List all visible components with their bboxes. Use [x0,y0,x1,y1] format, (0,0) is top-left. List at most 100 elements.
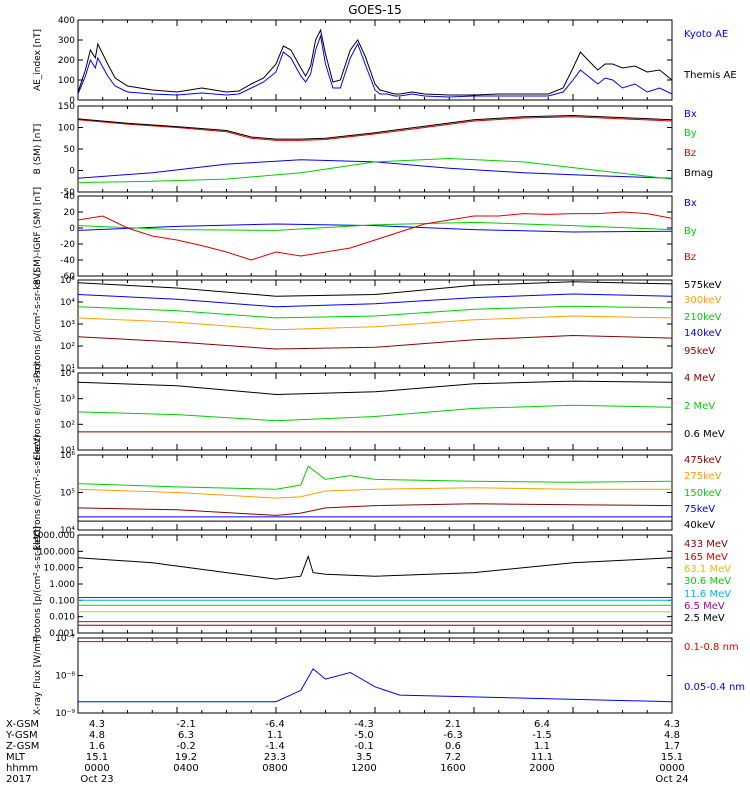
y-tick-label: 10² [60,342,75,352]
series-line-bmag [77,114,673,140]
legend-entry: 275keV [684,471,722,482]
footer-cell: 2.1 [445,719,461,730]
y-tick-label: -60 [60,272,75,282]
y-axis-label: Electrons e/(cm²-s-sr-keV) [33,434,43,550]
panel-frame [77,105,673,193]
legend-entry: By [684,128,697,139]
footer-cell: 11.1 [531,752,553,763]
panel-6: 10⁶ 10⁵ 10⁴ Electrons e/(cm²-s-sr-keV) 475ke… [33,434,722,550]
series-line-kyoto-ae [77,34,673,98]
y-tick-label: 20 [64,208,76,218]
legend-entry: 95keV [684,346,715,357]
series-line-bz [77,116,673,141]
y-tick-label: -20 [60,240,75,250]
y-tick-label: 150 [58,102,75,112]
series-line-bx [77,223,673,233]
series-line-95kev [77,334,673,350]
panel-frame [77,534,673,634]
footer-cell: -2.1 [176,719,196,730]
legend-entry: 75keV [684,504,715,515]
legend-entry: 63.1 MeV [684,564,731,575]
footer-cell: -4.3 [354,719,374,730]
footer-cell: 3.5 [356,752,372,763]
footer-cell: -1.4 [265,741,285,752]
footer-cell: 0.6 [445,741,461,752]
legend-entry: Bz [684,148,696,159]
legend-entry: 40keV [684,520,715,531]
legend-entry: 0.6 MeV [684,429,725,440]
legend-entry: 575keV [684,280,722,291]
series-line-by [77,157,673,183]
series-line-475kev [77,503,673,516]
y-tick-label: 10⁴ [60,526,75,536]
y-tick-label: 10⁻⁷ [55,634,75,644]
footer-cell: 4.3 [89,719,105,730]
legend-entry: 300keV [684,295,722,306]
y-tick-label: 10⁻⁸ [55,672,75,682]
footer-cell: 0000 [84,763,109,774]
y-tick-label: 10¹ [60,364,75,374]
legend-entry: Kyoto AE [684,29,728,40]
panel-8: 10⁻⁷ 10⁻⁸ 10⁻⁹ X-ray Flux [W/m²] 0.1-0.8 nm 0… [33,634,745,719]
series-line-by [77,221,673,231]
footer-cell: 1200 [351,763,376,774]
series-line-2-5-mev [77,554,673,580]
footer-cell: 19.2 [175,752,197,763]
panel-3: 40 20 0 -20 -40 -60 B (SM)-IGRF (SM) [nT] Bx By B… [33,187,697,285]
y-tick-label: 0.100 [49,596,75,606]
legend-entry: Bx [684,198,697,209]
y-tick-label: 10⁴ [60,369,75,379]
legend-entry: By [684,226,697,237]
legend-entry: 150keV [684,488,722,499]
series-line-2-mev [77,404,673,422]
footer-cell: 15.1 [661,752,683,763]
footer-cell: -6.3 [443,730,463,741]
series-line-themis-ae [77,28,673,96]
y-tick-label: 200 [58,56,75,66]
footer-row-label: Y-GSM [5,730,38,741]
legend-entry: 0.1-0.8 nm [684,642,739,653]
footer-cell: 7.2 [445,752,461,763]
legend-entry: Bz [684,252,696,263]
footer-cell: 4.8 [664,730,680,741]
footer-cell: 23.3 [264,752,286,763]
y-tick-label: 10³ [60,395,75,405]
footer-cell: Oct 24 [655,774,688,785]
panel-1: 400 300 200 100 0 AE_index [nT] Kyoto AE Themis… [33,16,737,106]
footer-group: X-GSM 4.3 -2.1 -6.4 -4.3 2.1 6.4 4.3 Y-GSM 4.8 6.3… [5,719,689,785]
footer-cell: -1.5 [532,730,552,741]
footer-row-label: MLT [6,752,26,763]
footer-row-label: 2017 [6,774,31,785]
footer-row-label: X-GSM [6,719,39,730]
y-axis-label: B (SM) [nT] [33,124,43,175]
y-tick-label: -50 [60,188,75,198]
y-axis-label: Electrons e/(cm²-s-sr) [33,363,43,460]
y-tick-label: 50 [64,145,76,155]
y-tick-label: 10⁵ [60,489,75,499]
legend-entry: 165 MeV [684,552,728,563]
y-tick-label: 100 [58,76,75,86]
footer-cell: Oct 23 [80,774,113,785]
footer-cell: 1.1 [534,741,550,752]
series-line-0-05-0-4-nm [78,668,673,703]
footer-cell: 0000 [659,763,684,774]
footer-cell: 4.8 [89,730,105,741]
panel-7: 1000.000 100.000 10.000 1.000 0.100 0.010 0.00… [32,526,731,642]
legend-entry: 140keV [684,328,722,339]
footer-cell: 1.6 [89,741,105,752]
y-tick-label: 10⁶ [60,451,75,461]
y-tick-label: 10² [60,420,75,430]
legend-entry: 6.5 MeV [684,601,725,612]
legend-entry: 433 MeV [684,539,728,550]
y-tick-label: 0 [69,167,75,177]
y-tick-label: 1.000 [49,580,75,590]
y-tick-label: 0.010 [49,613,75,623]
legend-entry: Bx [684,109,697,120]
footer-cell: -5.0 [354,730,374,741]
y-tick-label: 0 [69,224,75,234]
series-line-575kev [77,281,673,297]
y-tick-label: 10⁵ [60,276,75,286]
footer-cell: -0.1 [354,741,374,752]
series-line-bz [77,211,673,261]
